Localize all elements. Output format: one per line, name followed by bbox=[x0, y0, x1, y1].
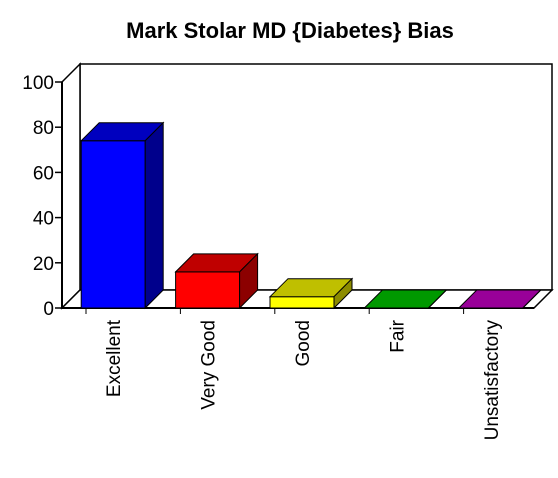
y-tick-label: 100 bbox=[22, 73, 54, 94]
bar-side bbox=[333, 277, 353, 310]
bar-side bbox=[522, 289, 542, 309]
bar-side bbox=[428, 289, 447, 309]
bar-side bbox=[239, 252, 259, 310]
bar-side bbox=[144, 121, 164, 310]
bar-front bbox=[80, 140, 146, 309]
x-tick-label: Fair bbox=[387, 319, 408, 352]
y-tick-label: 0 bbox=[43, 299, 54, 320]
y-tick-label: 20 bbox=[33, 254, 54, 275]
bar-front bbox=[175, 271, 241, 309]
chart-title: Mark Stolar MD {Diabetes} Bias bbox=[126, 18, 454, 43]
x-tick-label: Very Good bbox=[199, 320, 220, 410]
left-wall bbox=[61, 62, 81, 310]
x-tick-label: Unsatisfactory bbox=[482, 320, 503, 441]
y-tick-label: 40 bbox=[33, 209, 54, 230]
bar-front bbox=[269, 296, 335, 309]
x-tick-label: Good bbox=[293, 320, 314, 366]
y-tick-label: 80 bbox=[33, 118, 54, 139]
y-tick-label: 60 bbox=[33, 163, 54, 184]
x-tick-label: Excellent bbox=[104, 319, 125, 397]
